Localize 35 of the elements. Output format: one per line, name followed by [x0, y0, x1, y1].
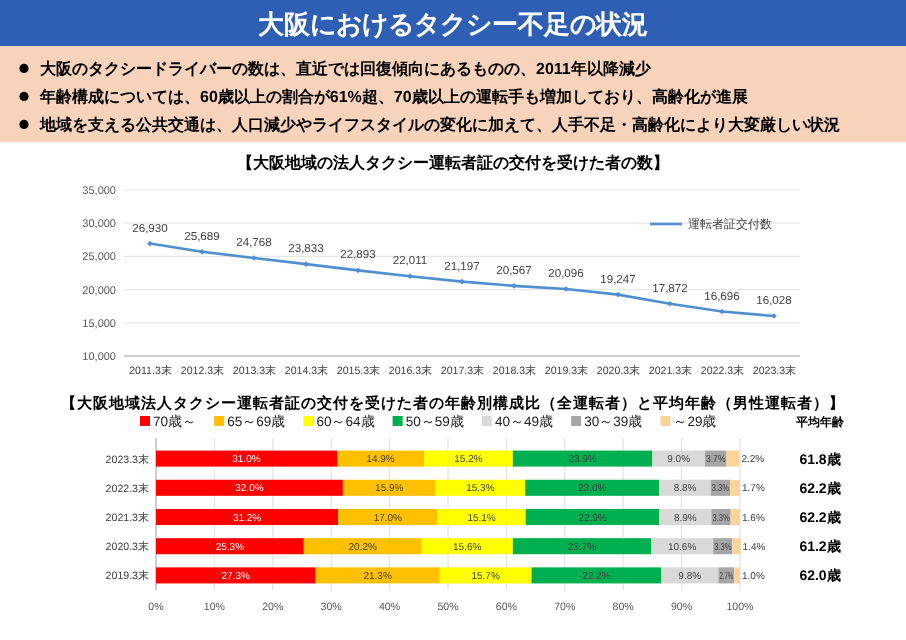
bar — [342, 479, 436, 496]
bar — [435, 479, 526, 496]
text: 大阪のタクシードライバーの数は、直近では回復傾向にあるものの、2011年以降減少 — [40, 60, 653, 78]
bar — [531, 567, 662, 584]
bar — [156, 450, 338, 467]
bar — [525, 508, 660, 526]
bar — [525, 479, 660, 496]
bar — [726, 450, 740, 467]
point — [719, 308, 725, 315]
text: 大阪におけるタクシー不足の状況 — [258, 9, 648, 39]
point — [147, 240, 153, 247]
point — [459, 278, 465, 285]
bar — [303, 538, 422, 555]
bar — [512, 538, 652, 555]
bar — [156, 508, 339, 526]
bar — [338, 508, 438, 526]
chart-title: 【大阪地域の法人タクシー運転者証の交付を受けた者の数】 — [237, 152, 669, 172]
bar — [156, 538, 304, 555]
bar — [730, 508, 740, 526]
bar — [732, 538, 741, 555]
point — [615, 291, 621, 298]
bar — [156, 479, 343, 496]
bar — [156, 567, 316, 584]
bar — [315, 567, 440, 584]
bar — [437, 508, 526, 526]
bar — [337, 450, 425, 467]
point — [355, 267, 361, 274]
bar — [512, 450, 653, 467]
bar — [439, 567, 532, 584]
text: 年齢構成については、60歳以上の割合が61%超、70歳以上の運転手も増加しており、高齢化が進展 — [38, 86, 750, 106]
text: 地域を支える公共交通は、人口減少やライフスタイルの変化に加えて、人手不足・高齢化により大変厳しい状況 — [38, 114, 840, 134]
bar — [421, 538, 513, 555]
bar — [424, 450, 513, 467]
bar — [730, 479, 740, 496]
bar — [734, 567, 740, 584]
